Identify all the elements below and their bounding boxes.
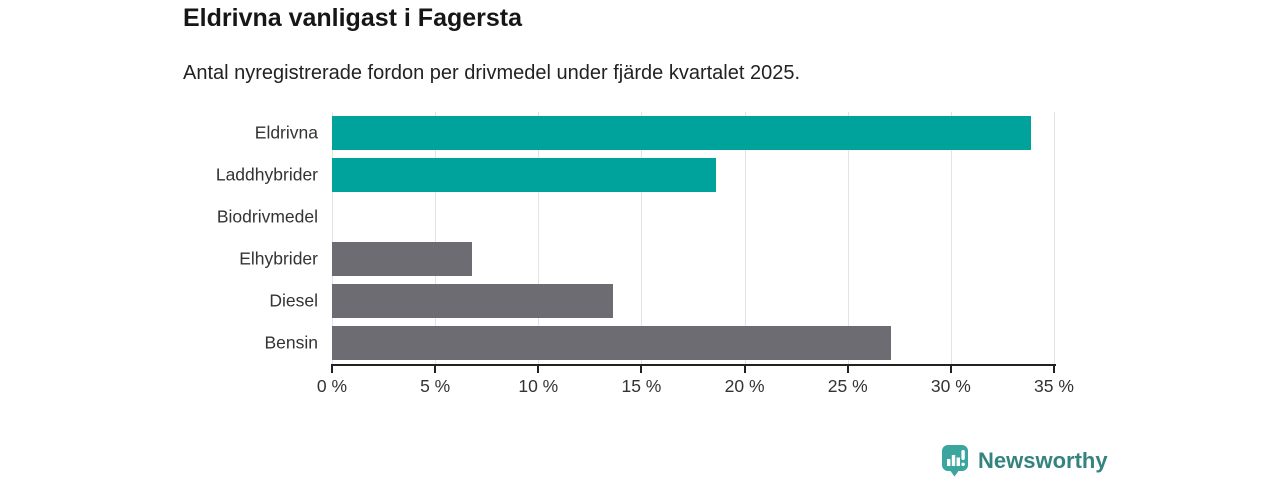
category-label: Bensin xyxy=(264,332,318,353)
bar-laddhybrider xyxy=(332,158,716,192)
gridline xyxy=(641,112,643,364)
x-tick xyxy=(1053,365,1055,373)
category-label: Laddhybrider xyxy=(215,164,318,185)
x-tick-label: 10 % xyxy=(518,376,559,396)
x-tick-label: 0 % xyxy=(316,376,348,396)
x-tick xyxy=(640,365,643,373)
x-tick-label: 15 % xyxy=(621,376,662,396)
category-label: Biodrivmedel xyxy=(216,206,318,227)
x-tick xyxy=(331,365,333,373)
gridline xyxy=(1054,112,1055,364)
newsworthy-logo: Newsworthy xyxy=(941,444,1108,478)
x-tick-label: 5 % xyxy=(420,376,451,396)
x-axis: 0 % 5 % 10 % 15 % 20 % 25 % 30 % 35 % xyxy=(317,365,1074,410)
x-tick-label: 20 % xyxy=(724,376,765,396)
x-tick xyxy=(537,365,540,373)
category-label: Eldrivna xyxy=(254,122,318,143)
bar-chart: Eldrivna Laddhybrider Biodrivmedel Elhybrid… xyxy=(216,112,1055,364)
bar-eldrivna xyxy=(332,116,1032,150)
gridline xyxy=(950,112,952,364)
gridline xyxy=(435,112,437,364)
bar-bensin xyxy=(332,326,892,360)
bar-diesel xyxy=(332,284,613,318)
chart-row: Eldrivna xyxy=(255,112,1054,154)
newsworthy-bubble-barchart-icon xyxy=(942,445,968,477)
gridline xyxy=(847,112,849,364)
gridline xyxy=(744,112,746,364)
x-tick xyxy=(743,365,746,373)
gridline xyxy=(538,112,540,364)
plot-area: Eldrivna Laddhybrider Biodrivmedel Elhybrid… xyxy=(216,112,1055,364)
chart-row: Laddhybrider xyxy=(216,154,1054,196)
x-tick xyxy=(846,365,849,373)
x-axis-line xyxy=(331,364,1056,366)
category-label: Diesel xyxy=(269,290,318,311)
chart-row: Bensin xyxy=(264,322,1054,364)
x-tick-label: 25 % xyxy=(827,376,868,396)
chart-title: Eldrivna vanligast i Fagersta xyxy=(183,4,523,32)
x-tick-label: 35 % xyxy=(1034,376,1074,396)
chart-row: Biodrivmedel xyxy=(217,196,1054,238)
x-tick xyxy=(434,365,437,373)
gridline xyxy=(332,112,333,364)
bar-elhybrider xyxy=(332,242,473,276)
newsworthy-brand-text: Newsworthy xyxy=(978,448,1108,473)
x-tick xyxy=(949,365,952,373)
category-label: Elhybrider xyxy=(239,248,318,269)
chart-row: Diesel xyxy=(269,280,1054,322)
chart-row: Elhybrider xyxy=(239,238,1054,280)
chart-subtitle: Antal nyregistrerade fordon per drivmede… xyxy=(183,62,801,84)
x-tick-label: 30 % xyxy=(930,376,971,396)
